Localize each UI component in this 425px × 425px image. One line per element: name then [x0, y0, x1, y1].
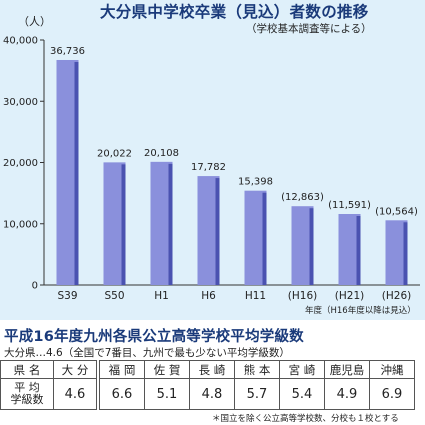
chart-subtitle: （学校基本調査等による） — [246, 23, 372, 35]
bar-shadow — [215, 178, 220, 285]
y-tick-label: 0 — [32, 281, 38, 292]
bar — [103, 162, 126, 285]
bar — [291, 206, 314, 285]
x-tick-label: H6 — [201, 290, 216, 302]
x-tick-label: S50 — [104, 290, 124, 302]
bar-shadow — [356, 216, 361, 285]
average-classes-table: 県 名 大 分 福 岡 佐 賀 長 崎 熊 本 宮 崎 鹿児島 沖縄 平 均 学… — [0, 360, 415, 410]
prefecture-value: 6.6 — [99, 378, 145, 410]
bar-shadow — [168, 163, 173, 285]
x-axis-note: 年度（H16年度以降は見込） — [305, 306, 416, 316]
data-label: 20,022 — [97, 148, 132, 159]
prefecture-value: 4.8 — [189, 378, 235, 410]
x-tick-label: H1 — [154, 290, 169, 302]
prefecture-name: 熊 本 — [234, 360, 280, 379]
prefecture-value: 5.1 — [144, 378, 190, 410]
bar — [338, 214, 361, 285]
bar — [56, 59, 79, 285]
prefecture-value: 6.9 — [369, 378, 415, 410]
prefecture-value: 4.9 — [324, 378, 370, 410]
y-tick-label: 40,000 — [3, 36, 38, 47]
prefecture-name: 福 岡 — [99, 360, 145, 379]
row-header-prefecture: 県 名 — [0, 360, 54, 379]
x-tick-label: (H26) — [382, 290, 411, 302]
y-tick-label: 20,000 — [3, 158, 38, 169]
bar-shadow — [74, 61, 79, 285]
data-label: 17,782 — [191, 162, 226, 173]
own-prefecture-name: 大 分 — [53, 360, 97, 379]
y-tick-label: 10,000 — [3, 219, 38, 230]
prefecture-name: 沖縄 — [369, 360, 415, 379]
bar — [197, 176, 220, 285]
bar-shadow — [121, 164, 126, 285]
x-tick-label: H11 — [245, 290, 266, 302]
table-footnote: ＊国立を除く公立高等学校数、分校も１校とする — [212, 414, 399, 424]
data-label: (10,564) — [375, 206, 418, 217]
row-header-average: 平 均 学級数 — [0, 378, 54, 410]
prefecture-name: 佐 賀 — [144, 360, 190, 379]
chart-title: 大分県中学校卒業（見込）者数の推移 — [100, 3, 369, 21]
bar-shadow — [403, 222, 408, 285]
prefecture-value: 5.7 — [234, 378, 280, 410]
data-label: (11,591) — [328, 200, 371, 211]
y-axis-label: （人） — [18, 15, 51, 28]
prefecture-name: 長 崎 — [189, 360, 235, 379]
x-tick-label: (H16) — [288, 290, 317, 302]
y-tick-label: 30,000 — [3, 97, 38, 108]
prefecture-name: 鹿児島 — [324, 360, 370, 379]
data-label: 20,108 — [144, 148, 179, 159]
x-tick-label: (H21) — [335, 290, 364, 302]
bar — [150, 161, 173, 285]
bar-shadow — [309, 208, 314, 285]
data-label: 36,736 — [50, 46, 85, 57]
bar — [244, 190, 267, 285]
data-label: (12,863) — [281, 192, 324, 203]
data-label: 15,398 — [238, 177, 273, 188]
prefecture-value: 5.4 — [279, 378, 325, 410]
x-tick-label: S39 — [57, 290, 77, 302]
table-title: 平成16年度九州各県公立高等学校平均学級数 — [4, 329, 304, 345]
table-subtitle: 大分県…4.6（全国で7番目、九州で最も少ない平均学級数） — [4, 347, 290, 359]
prefecture-name: 宮 崎 — [279, 360, 325, 379]
own-prefecture-value: 4.6 — [53, 378, 97, 410]
bar-chart: 0 10,000 20,000 30,000 40,000 （人） 36,736 S39 20,… — [3, 15, 420, 302]
bar-shadow — [262, 192, 267, 285]
bar — [385, 220, 408, 285]
